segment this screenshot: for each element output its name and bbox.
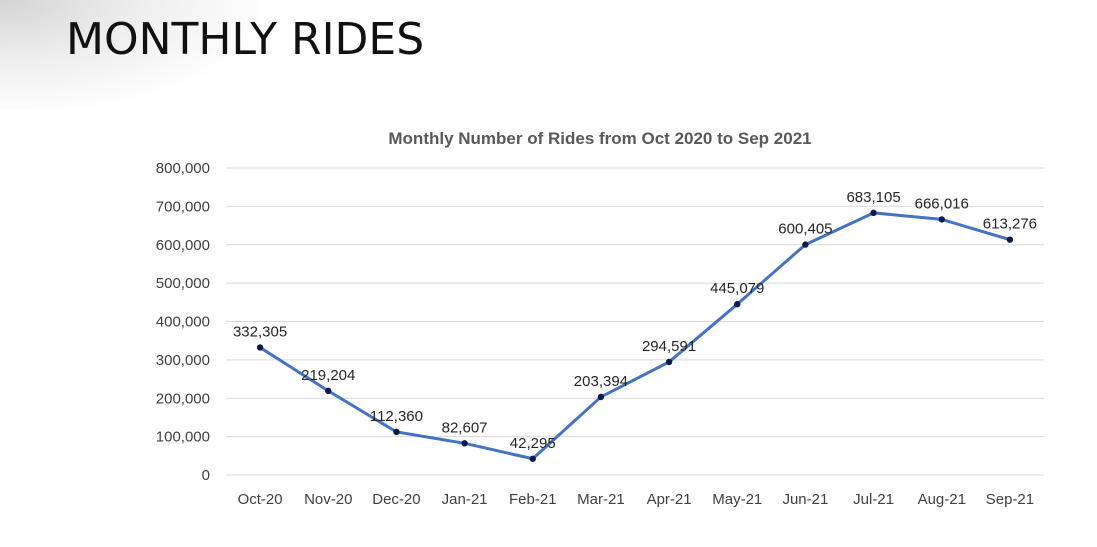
x-tick-label: Aug-21 — [918, 491, 966, 508]
x-tick-label: Jun-21 — [782, 491, 828, 508]
data-point — [461, 440, 468, 447]
data-point — [393, 428, 400, 436]
data-point — [325, 387, 332, 395]
data-label: 219,204 — [301, 367, 355, 384]
x-tick-label: Jul-21 — [853, 491, 894, 508]
y-tick-label: 800,000 — [156, 160, 210, 177]
x-tick-label: Apr-21 — [647, 491, 692, 508]
y-axis: 0 100,000 200,000 300,000 400,000 500,000 600,… — [156, 160, 210, 484]
data-label: 112,360 — [370, 408, 423, 425]
data-label: 445,079 — [710, 280, 764, 297]
y-tick-label: 600,000 — [156, 237, 210, 254]
y-tick-label: 500,000 — [156, 275, 210, 292]
series-line — [259, 211, 1011, 461]
data-label: 294,591 — [642, 338, 696, 355]
data-labels: 332,305 219,204 112,360 82,607 42,295 203,394… — [233, 189, 1037, 452]
x-tick-label: Oct-20 — [238, 491, 283, 508]
data-point — [734, 301, 741, 308]
data-label: 666,016 — [915, 195, 969, 212]
x-tick-label: Nov-20 — [304, 491, 352, 508]
data-point — [665, 358, 673, 366]
data-label: 332,305 — [233, 323, 287, 340]
y-tick-label: 200,000 — [156, 390, 210, 407]
x-tick-label: Jan-21 — [442, 491, 488, 508]
y-tick-label: 400,000 — [156, 314, 210, 331]
data-label: 82,607 — [442, 419, 488, 436]
corner-shade — [0, 0, 260, 110]
y-tick-label: 700,000 — [156, 198, 210, 215]
slide-title: MONTHLY RIDES — [66, 14, 425, 65]
data-point — [802, 241, 809, 248]
data-point — [597, 393, 605, 401]
x-tick-label: Dec-20 — [372, 491, 420, 508]
data-point — [938, 216, 945, 223]
x-tick-label: Sep-21 — [986, 491, 1034, 508]
y-tick-label: 300,000 — [156, 352, 210, 369]
data-point — [529, 455, 536, 462]
x-tick-label: May-21 — [712, 491, 762, 508]
data-point — [870, 209, 877, 217]
data-label: 203,394 — [574, 373, 628, 390]
series — [259, 211, 1011, 461]
markers — [256, 209, 1014, 462]
gridlines — [226, 167, 1044, 476]
x-tick-label: Feb-21 — [509, 491, 557, 508]
data-label: 600,405 — [778, 221, 832, 238]
data-point — [1006, 236, 1014, 243]
data-label: 42,295 — [510, 435, 556, 452]
data-point — [256, 344, 264, 351]
x-axis: Oct-20 Nov-20 Dec-20 Jan-21 Feb-21 Mar-21 Apr-… — [238, 491, 1035, 508]
y-tick-label: 0 — [202, 467, 210, 484]
x-tick-label: Mar-21 — [577, 491, 625, 508]
chart-title: Monthly Number of Rides from Oct 2020 to… — [388, 129, 811, 148]
data-label: 613,276 — [983, 216, 1037, 233]
y-tick-label: 100,000 — [156, 429, 210, 446]
data-label: 683,105 — [846, 189, 900, 206]
